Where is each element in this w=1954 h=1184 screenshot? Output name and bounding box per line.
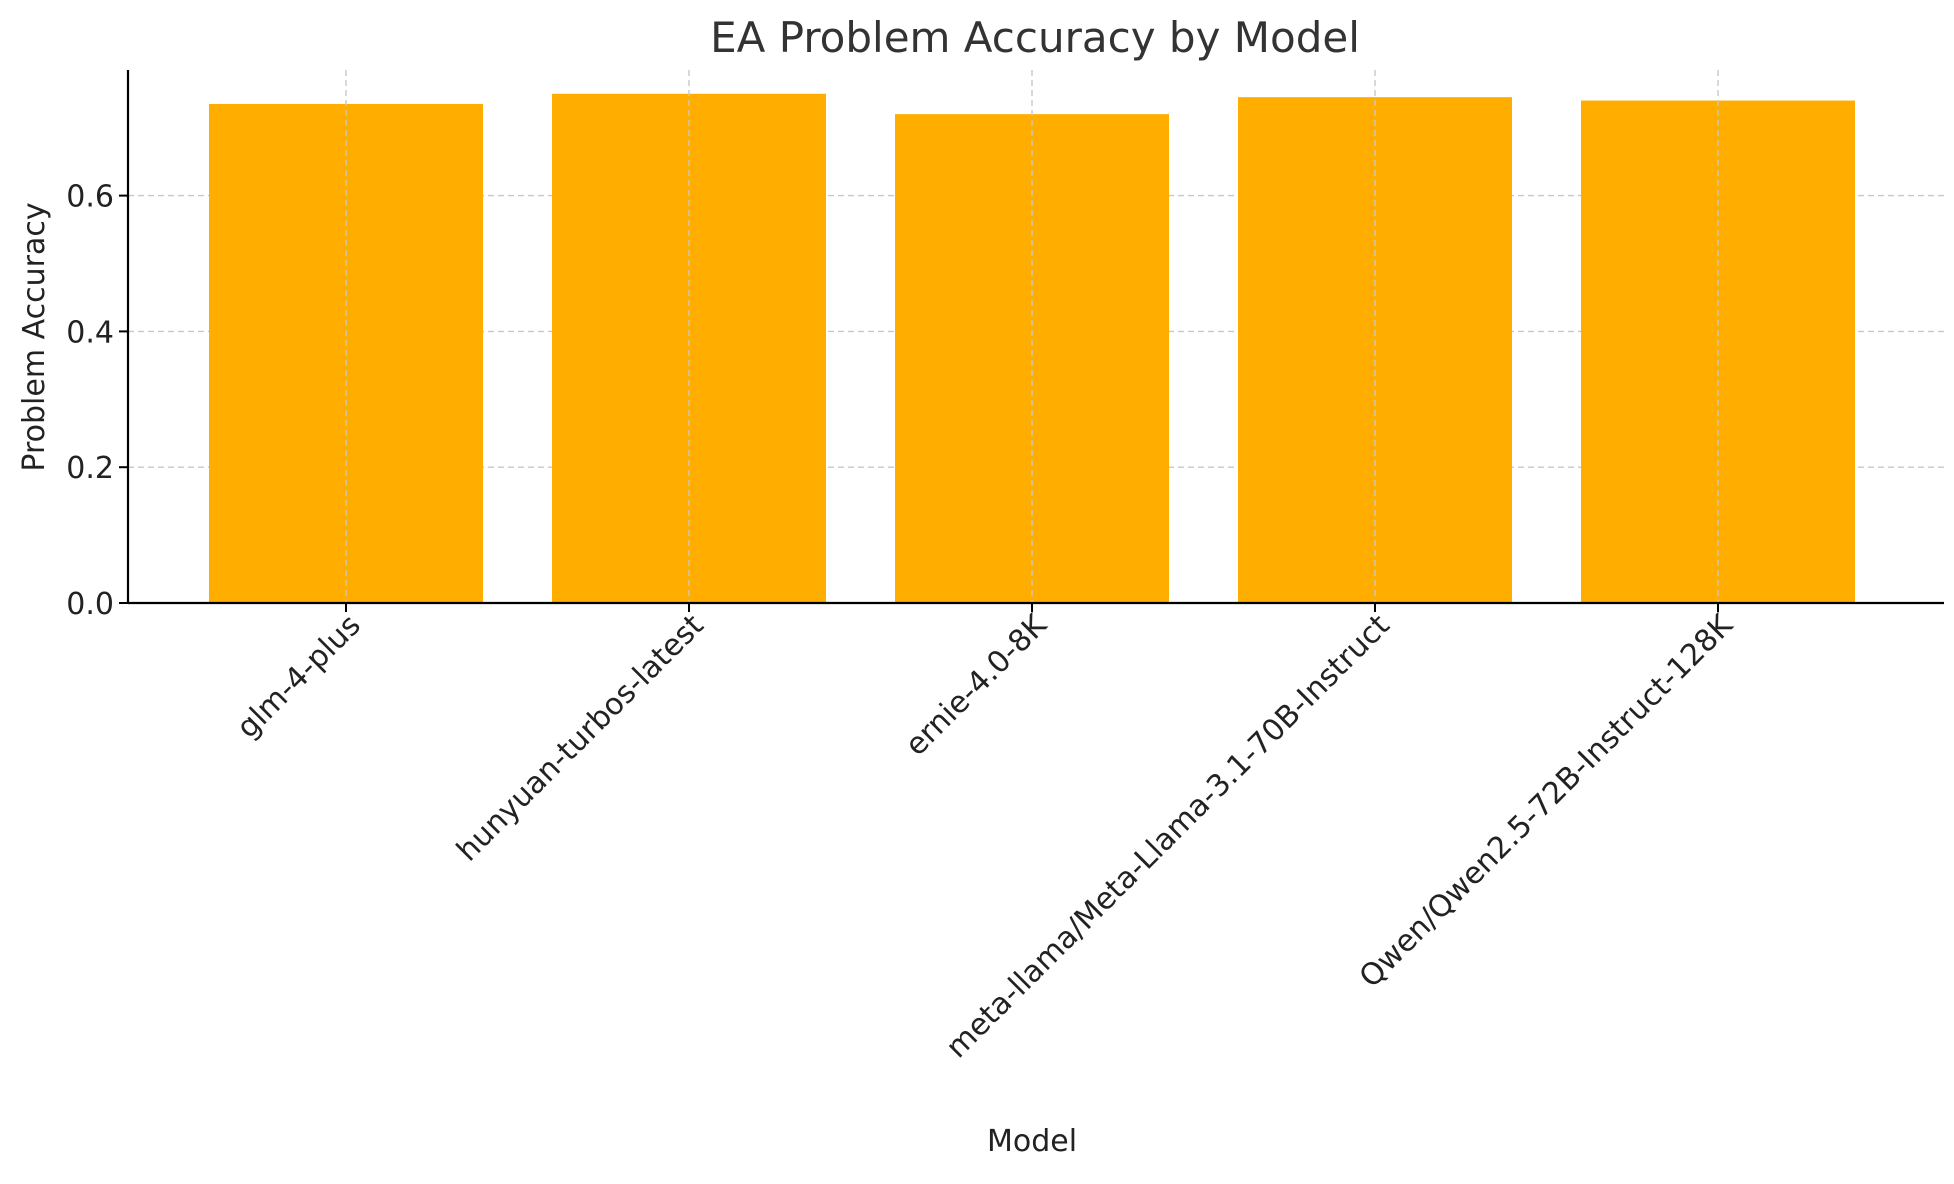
x-tick-label: ernie-4.0-8K [899,607,1055,763]
x-axis-ticks: glm-4-plus hunyuan-turbos-latest ernie-4.0… [230,603,1741,1065]
bar [895,114,1169,603]
y-axis-label: Problem Accuracy [17,202,52,471]
y-tick-label: 0.4 [66,315,114,350]
axes [126,70,1944,605]
chart-title: EA Problem Accuracy by Model [710,13,1360,62]
bars [209,70,1855,604]
y-tick-label: 0.0 [66,587,114,622]
x-tick-label: glm-4-plus [230,608,367,745]
y-axis-ticks: 0.0 0.2 0.4 0.6 [66,180,128,622]
y-tick-label: 0.2 [66,451,114,486]
y-tick-label: 0.6 [66,180,114,215]
x-axis-label: Model [987,1124,1077,1159]
x-tick-label: Qwen/Qwen2.5-72B-Instruct-128K [1353,607,1741,995]
x-tick-label: hunyuan-turbos-latest [450,608,711,869]
bar [552,93,826,603]
